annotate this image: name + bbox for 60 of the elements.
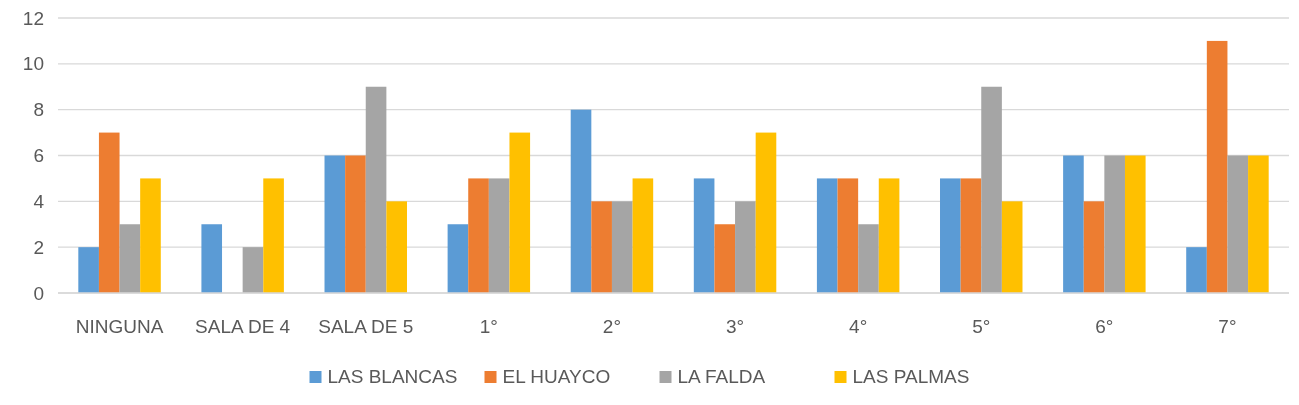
x-tick-label: 2° (602, 316, 622, 337)
legend-label: LAS PALMAS (852, 366, 970, 387)
bar (119, 224, 141, 293)
y-tick-label: 0 (33, 282, 44, 304)
x-tick-label: 1° (479, 316, 498, 337)
y-tick-label: 12 (22, 7, 44, 29)
bar (693, 178, 715, 293)
x-tick-label: NINGUNA (75, 316, 164, 337)
y-tick-label: 2 (33, 236, 44, 258)
x-tick-label: SALA DE 4 (195, 316, 291, 337)
bar (755, 132, 777, 293)
bar (263, 178, 284, 293)
bar (488, 178, 510, 293)
bar (1001, 201, 1023, 293)
bar (140, 178, 161, 293)
bar (940, 178, 961, 293)
y-tick-label: 8 (33, 99, 44, 121)
bar (837, 178, 859, 293)
bar (365, 86, 387, 293)
bar (714, 224, 736, 293)
bar (509, 132, 531, 293)
x-tick-label: 7° (1218, 316, 1237, 337)
bar (324, 155, 346, 293)
x-tick-label: SALA DE 5 (318, 316, 414, 337)
legend-label: LAS BLANCAS (327, 366, 458, 387)
bar (1104, 155, 1125, 293)
legend-label: LA FALDA (677, 366, 766, 387)
bar (981, 86, 1002, 293)
y-tick-label: 10 (22, 53, 44, 75)
bar (386, 201, 407, 293)
x-tick-label: 4° (849, 316, 868, 337)
bar (1124, 155, 1146, 293)
bar (570, 109, 592, 293)
bar (858, 224, 879, 293)
bar (1063, 155, 1084, 293)
bar (242, 247, 264, 293)
bar (468, 178, 489, 293)
bar (591, 201, 612, 293)
bar (1083, 201, 1105, 293)
bar (201, 224, 223, 293)
x-tick-label: 6° (1095, 316, 1114, 337)
bar (447, 224, 469, 293)
bar (1206, 40, 1228, 293)
bar (1186, 247, 1207, 293)
x-tick-label: 5° (972, 316, 991, 337)
bar (816, 178, 838, 293)
legend-label: EL HUAYCO (502, 366, 611, 387)
x-tick-label: 3° (725, 316, 745, 337)
bar (345, 155, 366, 293)
y-tick-label: 6 (33, 145, 44, 167)
y-tick-label: 4 (33, 190, 45, 212)
bar (98, 132, 120, 293)
bar (611, 201, 633, 293)
bar (78, 247, 99, 293)
bar (1227, 155, 1249, 293)
bar (960, 178, 982, 293)
bar (1248, 155, 1269, 293)
bar (632, 178, 654, 293)
bar (735, 201, 756, 293)
bar (878, 178, 900, 293)
